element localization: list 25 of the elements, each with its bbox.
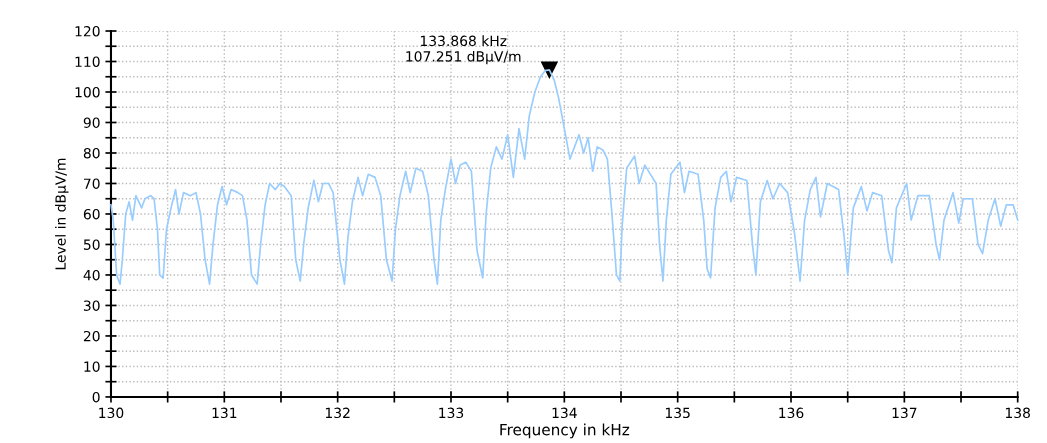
x-tick-label: 135 xyxy=(665,407,690,419)
y-tick-label: 70 xyxy=(84,178,100,189)
x-tick-label: 137 xyxy=(892,407,917,419)
x-tick-label: 138 xyxy=(1005,407,1030,419)
y-tick-label: 90 xyxy=(83,117,100,128)
y-tick-label: 30 xyxy=(83,300,100,311)
y-tick-label: 10 xyxy=(84,361,100,372)
y-tick-label: 100 xyxy=(75,86,100,98)
x-tick-label: 136 xyxy=(779,407,804,419)
y-tick-label: 40 xyxy=(83,269,100,281)
annotation: 133.868 kHz 107.251 dBµV/m xyxy=(406,35,521,65)
x-axis-title: Frequency in kHz xyxy=(500,423,630,439)
y-tick-label: 60 xyxy=(83,208,100,220)
x-tick-label: 134 xyxy=(552,407,577,419)
y-tick-label: 50 xyxy=(83,239,100,250)
y-tick-label: 0 xyxy=(92,391,100,403)
x-tick-label: 131 xyxy=(212,407,237,419)
x-tick-label: 130 xyxy=(99,407,124,419)
x-tick-label: 132 xyxy=(325,407,350,419)
y-tick-label: 20 xyxy=(83,330,100,342)
x-tick-label: 133 xyxy=(439,407,464,419)
y-tick-label: 120 xyxy=(75,25,100,37)
y-axis-title: Level in dBµV/m xyxy=(55,158,69,270)
y-tick-label: 110 xyxy=(75,56,100,67)
y-tick-label: 80 xyxy=(83,147,100,159)
